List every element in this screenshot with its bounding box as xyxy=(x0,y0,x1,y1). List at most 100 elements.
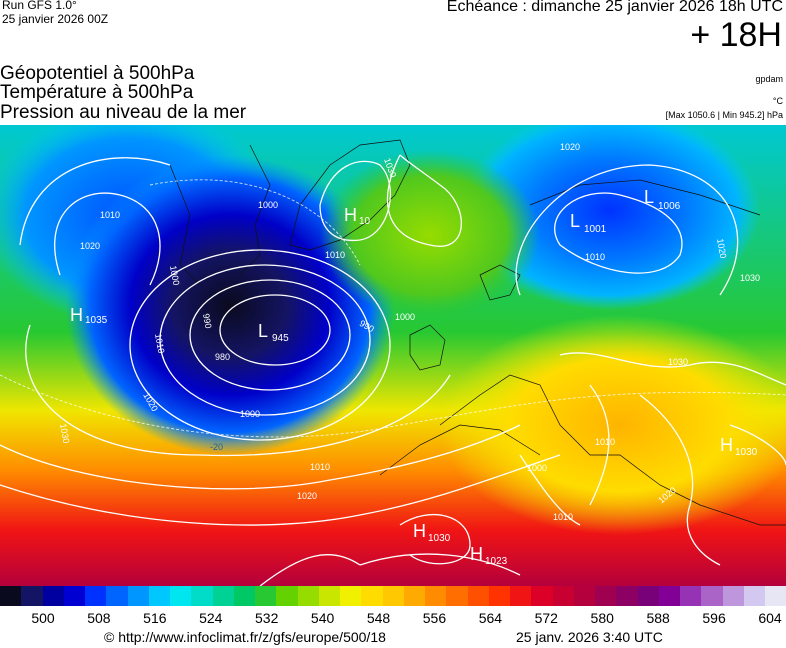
color-swatch xyxy=(127,586,149,606)
color-swatch xyxy=(276,586,298,606)
color-swatch xyxy=(403,586,425,606)
color-swatch xyxy=(0,586,22,606)
color-swatch xyxy=(765,586,786,606)
forecast-valid-time: Echéance : dimanche 25 janvier 2026 18h … xyxy=(446,0,783,15)
isobar-label: 1010 xyxy=(595,437,615,447)
color-swatch xyxy=(488,586,510,606)
isobar-label: 1010 xyxy=(310,462,330,472)
pressure-center-value: 1006 xyxy=(658,201,681,212)
run-title: Run GFS 1.0° xyxy=(2,0,77,12)
color-swatch xyxy=(658,586,680,606)
pressure-center: L xyxy=(570,211,580,231)
copyright-link[interactable]: © http://www.infoclimat.fr/z/gfs/europe/… xyxy=(104,629,386,645)
color-scale-tick: 596 xyxy=(702,610,726,626)
color-swatch xyxy=(573,586,595,606)
color-swatch xyxy=(595,586,617,606)
pressure-center: L xyxy=(258,321,268,341)
color-scale-tick: 548 xyxy=(366,610,391,626)
color-swatch xyxy=(233,586,255,606)
pressure-center-value: 1001 xyxy=(584,224,607,235)
color-swatch xyxy=(701,586,723,606)
color-swatch xyxy=(531,586,553,606)
isobar-label: 1030 xyxy=(58,423,71,444)
color-swatch xyxy=(743,586,765,606)
field-geopotential: Géopotentiel à 500hPa xyxy=(0,63,195,84)
run-date: 25 janvier 2026 00Z xyxy=(2,12,109,26)
color-swatch xyxy=(340,586,362,606)
isobar-label: 1030 xyxy=(668,357,688,367)
color-swatch xyxy=(191,586,213,606)
isobar-label: 1000 xyxy=(258,200,278,210)
color-swatch xyxy=(425,586,447,606)
color-scale-tick: 516 xyxy=(143,610,167,626)
color-scale-tick: 556 xyxy=(422,610,447,626)
color-swatch xyxy=(467,586,489,606)
color-scale-tick: 580 xyxy=(590,610,614,626)
color-swatch xyxy=(680,586,702,606)
temperature-label: -20 xyxy=(210,442,223,452)
lead-time: + 18H xyxy=(690,16,782,54)
isobar-label: 1010 xyxy=(325,250,345,260)
color-swatch xyxy=(42,586,64,606)
pressure-center: H xyxy=(720,435,733,455)
isobar-label: 1000 xyxy=(240,409,260,419)
color-scale-tick: 572 xyxy=(534,610,558,626)
color-swatch xyxy=(106,586,128,606)
color-swatch xyxy=(318,586,340,606)
isobar-label: 1020 xyxy=(715,238,728,259)
color-swatch xyxy=(297,586,319,606)
color-swatch xyxy=(148,586,170,606)
color-swatch xyxy=(722,586,744,606)
pressure-center-value: 1030 xyxy=(735,447,758,458)
isobar-label: 1010 xyxy=(153,333,166,354)
isobar-label: 990 xyxy=(201,313,213,330)
unit-celsius: °C xyxy=(772,96,783,106)
field-pressure: Pression au niveau de la mer xyxy=(0,102,247,123)
pressure-center-value: 10 xyxy=(359,216,371,227)
color-scale-tick: 564 xyxy=(478,610,503,626)
color-scale-tick: 508 xyxy=(87,610,111,626)
color-scale-tick: 604 xyxy=(758,610,782,626)
isobar-label: 1020 xyxy=(560,142,580,152)
generation-time: 25 janv. 2026 3:40 UTC xyxy=(516,629,663,645)
color-scale xyxy=(0,586,786,606)
pressure-center: H xyxy=(70,305,83,325)
pressure-center-value: 945 xyxy=(272,333,289,344)
unit-gpdam: gpdam xyxy=(755,74,783,84)
isobar-label: 1020 xyxy=(80,241,100,251)
isobar-label: 1000 xyxy=(168,265,181,286)
color-swatch xyxy=(361,586,383,606)
pressure-center: L xyxy=(644,187,654,207)
color-swatch xyxy=(382,586,404,606)
isobar-label: 1030 xyxy=(740,273,760,283)
isobar-label: 1000 xyxy=(527,463,547,473)
isobar-label: 1010 xyxy=(585,252,605,262)
color-swatch xyxy=(21,586,43,606)
pressure-center-value: 1035 xyxy=(85,315,108,326)
color-scale-tick: 500 xyxy=(31,610,55,626)
color-swatch xyxy=(552,586,574,606)
pressure-center: H xyxy=(413,521,426,541)
color-swatch xyxy=(616,586,638,606)
color-scale-tick: 588 xyxy=(646,610,670,626)
color-swatch xyxy=(85,586,107,606)
color-scale-tick: 540 xyxy=(310,610,335,626)
color-swatch xyxy=(510,586,532,606)
isobar-label: 1010 xyxy=(553,512,573,522)
color-swatch xyxy=(446,586,468,606)
field-temperature: Température à 500hPa xyxy=(0,82,194,103)
color-scale-tick: 532 xyxy=(255,610,279,626)
pressure-center: H xyxy=(470,544,483,564)
weather-map: H 1035 H 10 L 945 L 1001 L 1006 H 1030 H… xyxy=(0,125,786,586)
pressure-min-max: [Max 1050.6 | Min 945.2] hPa xyxy=(665,110,783,120)
isobar-label: 1000 xyxy=(395,312,415,322)
pressure-center-value: 1030 xyxy=(428,533,451,544)
pressure-center-value: 1023 xyxy=(485,556,508,567)
color-swatch xyxy=(637,586,659,606)
color-swatch xyxy=(63,586,85,606)
color-swatch xyxy=(255,586,277,606)
color-swatch xyxy=(212,586,234,606)
isobar-label: 1010 xyxy=(100,210,120,220)
isobar-label: 980 xyxy=(215,352,230,362)
color-scale-tick: 524 xyxy=(199,610,223,626)
